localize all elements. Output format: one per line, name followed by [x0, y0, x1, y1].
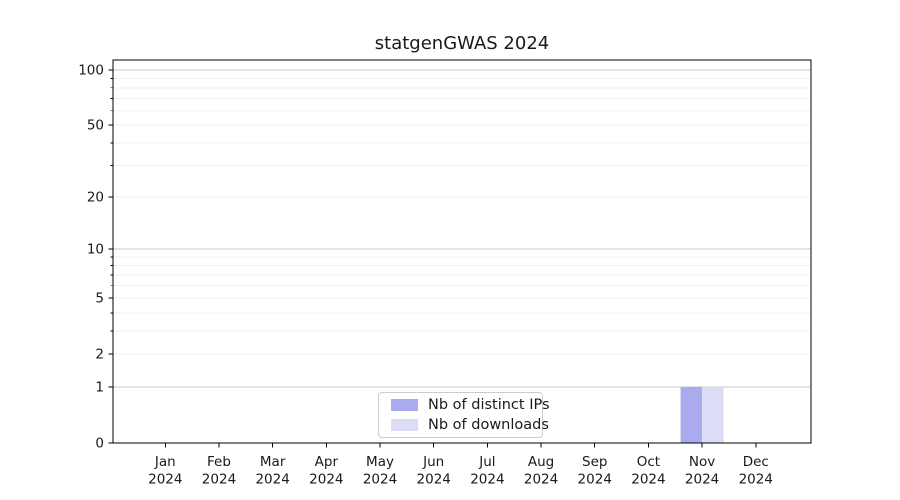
x-tick-label: Sep 2024 — [578, 454, 612, 488]
x-tick-label: Jul 2024 — [470, 454, 504, 488]
y-tick-label: 1 — [95, 379, 104, 395]
x-tick-label: Aug 2024 — [524, 454, 558, 488]
y-tick-label: 50 — [87, 118, 104, 134]
y-tick-label: 0 — [95, 436, 104, 452]
legend-swatch-distinct-ips — [391, 399, 418, 412]
legend-item-downloads: Nb of downloads — [391, 417, 549, 433]
x-tick-label: Jun 2024 — [417, 454, 451, 488]
legend-label-distinct-ips: Nb of distinct IPs — [428, 397, 550, 413]
legend: Nb of distinct IPs Nb of downloads — [378, 392, 550, 438]
x-tick-label: Apr 2024 — [309, 454, 343, 488]
x-tick-label: Mar 2024 — [255, 454, 289, 488]
y-tick-label: 100 — [78, 63, 104, 79]
y-tick-label: 5 — [95, 291, 104, 307]
chart-title: statgenGWAS 2024 — [374, 33, 550, 54]
bar-downloads — [702, 386, 724, 443]
x-tick-label: Dec 2024 — [739, 454, 773, 488]
y-tick-label: 10 — [87, 242, 104, 258]
x-tick-label: Jan 2024 — [148, 454, 182, 488]
y-tick-label: 2 — [95, 347, 104, 363]
y-tick-label: 20 — [87, 189, 104, 205]
legend-item-distinct-ips: Nb of distinct IPs — [391, 398, 550, 413]
plot-spines — [112, 59, 812, 444]
bar-distinct-ips — [680, 386, 703, 443]
x-tick-label: Nov 2024 — [685, 454, 719, 488]
x-tick-label: May 2024 — [363, 454, 397, 488]
legend-swatch-downloads — [391, 418, 418, 431]
x-tick-label: Oct 2024 — [631, 454, 665, 488]
x-tick-label: Feb 2024 — [202, 454, 236, 488]
legend-label-downloads: Nb of downloads — [428, 416, 549, 433]
